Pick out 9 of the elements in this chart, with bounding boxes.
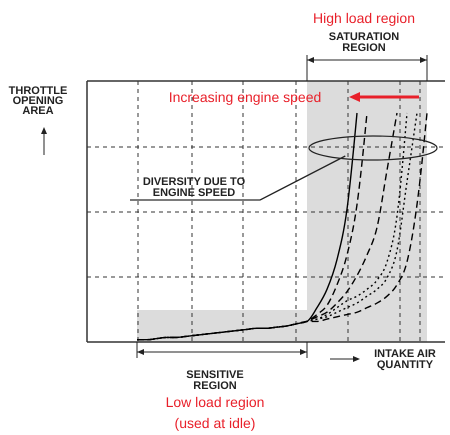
text: SENSITIVE REGION [186,369,244,392]
x-axis-title: INTAKE AIR QUANTITY [374,348,436,371]
text: Increasing engine speed [168,89,322,105]
text: (used at idle) [174,415,256,431]
text: High load region [313,10,415,26]
text: SATURATION REGION [328,31,400,54]
text: Low load region [166,394,264,410]
annotation: DIVERSITY DUE TO ENGINE SPEED [142,176,246,199]
y-axis-title: THROTTLE OPENING AREA [8,85,68,117]
